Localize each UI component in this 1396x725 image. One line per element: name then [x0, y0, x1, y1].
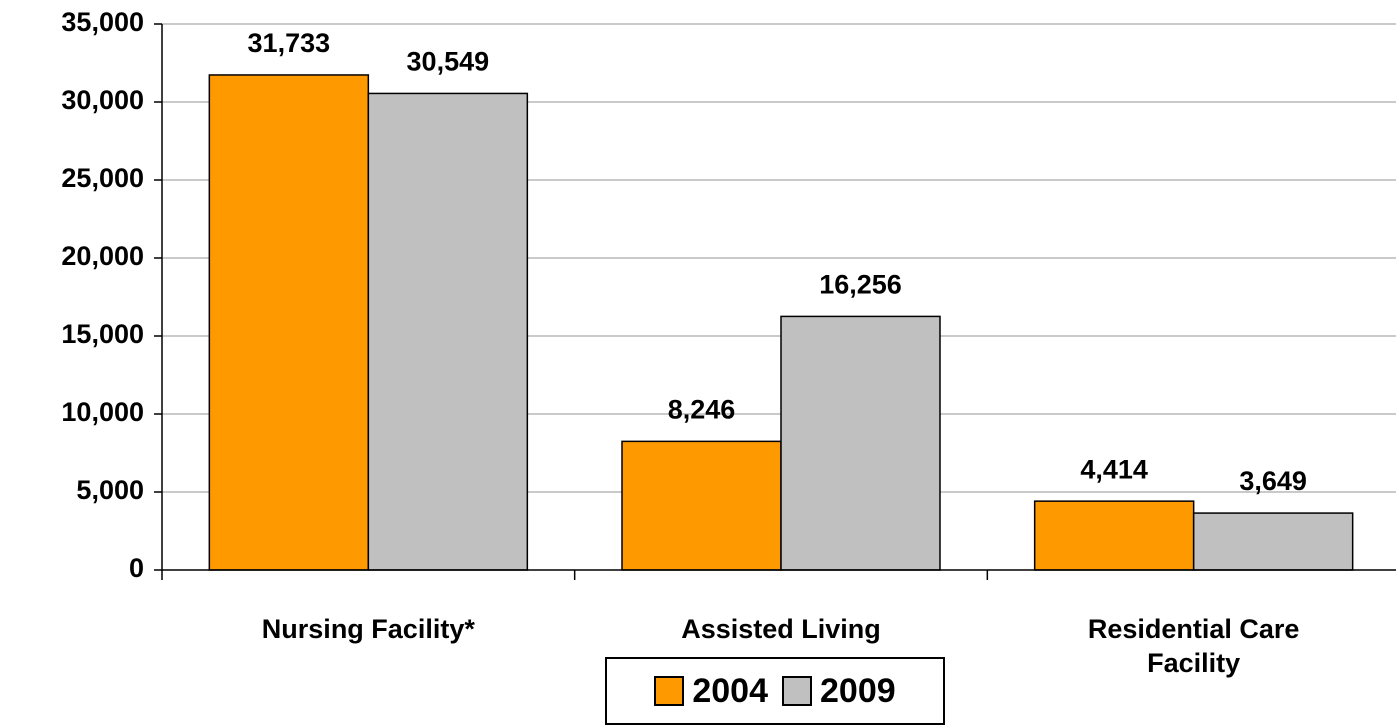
x-tick-label: Residential Care Facility [1087, 614, 1300, 678]
legend-item: 2009 [782, 672, 896, 711]
value-label: 4,414 [1080, 454, 1148, 484]
y-tick-label: 10,000 [61, 397, 144, 427]
x-tick-label: Assisted Living [681, 614, 881, 644]
bar [208, 74, 370, 571]
value-label: 8,246 [668, 394, 736, 424]
value-label: 31,733 [248, 28, 331, 58]
y-tick-label: 15,000 [61, 319, 144, 349]
value-label: 3,649 [1239, 466, 1307, 496]
bar [1192, 512, 1354, 571]
y-tick-label: 20,000 [61, 241, 144, 271]
legend: 2004 2009 [605, 657, 945, 725]
legend-swatch [782, 676, 812, 706]
bar [367, 92, 529, 571]
legend-item: 2004 [654, 672, 768, 711]
value-label: 16,256 [819, 270, 902, 300]
bar [780, 315, 941, 571]
x-tick-label: Nursing Facility* [261, 614, 475, 644]
bar [621, 440, 782, 571]
y-tick-label: 25,000 [61, 163, 144, 193]
legend-label: 2009 [820, 671, 896, 710]
legend-swatch [654, 676, 685, 706]
y-tick-label: 35,000 [61, 7, 144, 37]
y-tick-label: 0 [129, 553, 144, 583]
value-label: 30,549 [407, 47, 490, 77]
y-tick-label: 5,000 [76, 475, 144, 505]
legend-label: 2004 [692, 671, 768, 710]
y-tick-label: 30,000 [61, 85, 144, 115]
bar [1033, 500, 1195, 571]
